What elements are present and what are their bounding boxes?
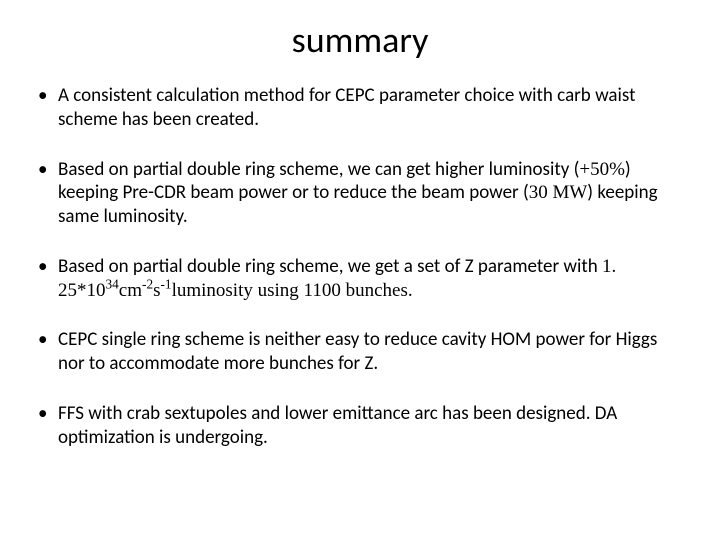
slide: summary A consistent calculation method … bbox=[0, 0, 720, 540]
serif-text: +50% bbox=[579, 159, 625, 180]
list-item: Based on partial double ring scheme, we … bbox=[36, 255, 684, 303]
serif-unit: s bbox=[153, 280, 160, 301]
list-item: A consistent calculation method for CEPC… bbox=[36, 84, 684, 132]
exponent: -2 bbox=[142, 276, 153, 291]
serif-text: 30 MW bbox=[529, 182, 588, 203]
list-item: FFS with crab sextupoles and lower emitt… bbox=[36, 402, 684, 450]
slide-title: summary bbox=[36, 18, 684, 62]
exponent: -1 bbox=[161, 276, 172, 291]
bullet-text: Based on partial double ring scheme, we … bbox=[58, 158, 579, 181]
bullet-text: Based on partial double ring scheme, we … bbox=[58, 255, 602, 278]
bullet-text: A consistent calculation method for CEPC… bbox=[58, 84, 635, 131]
bullet-text: CEPC single ring scheme is neither easy … bbox=[58, 328, 657, 375]
serif-tail: luminosity using 1100 bunches. bbox=[172, 280, 413, 301]
exponent: 34 bbox=[106, 276, 119, 291]
bullet-text: FFS with crab sextupoles and lower emitt… bbox=[58, 402, 617, 449]
serif-unit: cm bbox=[119, 280, 142, 301]
list-item: CEPC single ring scheme is neither easy … bbox=[36, 328, 684, 376]
list-item: Based on partial double ring scheme, we … bbox=[36, 158, 684, 229]
bullet-list: A consistent calculation method for CEPC… bbox=[36, 84, 684, 449]
